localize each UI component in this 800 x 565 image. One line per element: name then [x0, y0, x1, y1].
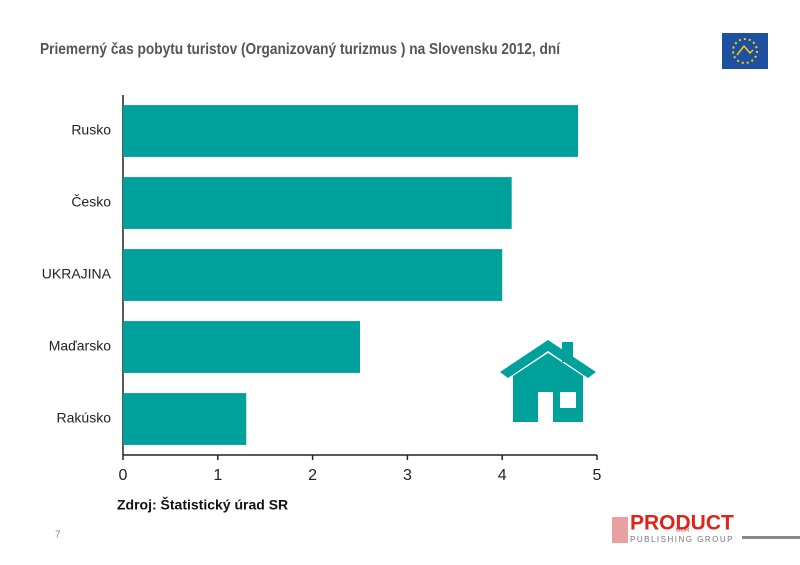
- bar: [123, 393, 247, 445]
- x-tick-label: 5: [593, 467, 602, 484]
- house-icon: [500, 340, 596, 422]
- x-tick-label: 3: [403, 467, 412, 484]
- bar: [123, 321, 360, 373]
- y-tick-label: Maďarsko: [49, 338, 112, 354]
- bar: [123, 177, 512, 229]
- page-number: 7: [55, 530, 61, 541]
- y-tick-label: UKRAJINA: [42, 266, 112, 282]
- x-tick-label: 1: [213, 467, 222, 484]
- x-tick-label: 0: [119, 467, 128, 484]
- x-tick-label: 4: [498, 467, 507, 484]
- y-tick-label: Rakúsko: [57, 410, 112, 426]
- logo-name: PRODUCT: [630, 512, 734, 535]
- eu-logo: [722, 33, 768, 69]
- chart-title: Priemerný čas pobytu turistov (Organizov…: [40, 41, 561, 58]
- x-tick-label: 2: [308, 467, 317, 484]
- publisher-logo: PRODUCT OUR PUBLISHING GROUP: [612, 512, 800, 544]
- logo-small: OUR: [676, 528, 690, 534]
- source: Zdroj: Štatistický úrad SR: [117, 496, 288, 513]
- logo-subtitle: PUBLISHING GROUP: [630, 535, 734, 544]
- bar: [123, 105, 579, 157]
- y-tick-label: Rusko: [71, 122, 111, 138]
- y-tick-label: Česko: [71, 194, 111, 210]
- bar: [123, 249, 503, 301]
